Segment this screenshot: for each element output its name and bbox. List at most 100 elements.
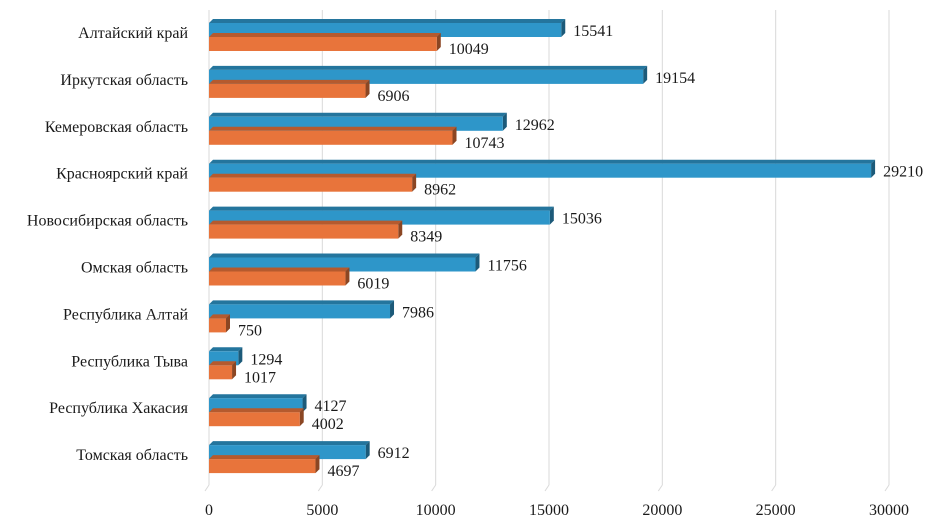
x-tick-label: 25000 (756, 502, 796, 519)
value-label-series-1: 12962 (515, 117, 555, 134)
bar-top-series-2 (209, 173, 417, 178)
bar-top-series-1 (209, 159, 876, 164)
value-label-series-1: 29210 (883, 164, 923, 181)
bar-side-series-1 (365, 441, 370, 460)
bar-side-series-2 (365, 79, 370, 98)
x-tick-label: 10000 (416, 502, 456, 519)
bar-side-series-2 (412, 173, 417, 192)
value-label-series-2: 8349 (410, 229, 442, 246)
gridline-foot-15000 (544, 484, 550, 492)
bar-top-series-1 (209, 65, 648, 70)
value-label-series-1: 7986 (402, 304, 434, 321)
bar-side-series-2 (299, 408, 304, 427)
x-axis-tick-labels: 0 5000 10000 15000 20000 25000 30000 (205, 502, 909, 519)
category-label: Республика Алтай (63, 306, 188, 323)
category-label: Кемеровская область (45, 119, 188, 136)
x-tick-label: 15000 (529, 502, 569, 519)
bar-series-2 (209, 37, 437, 51)
bar-top-series-2 (209, 361, 237, 366)
gridline-foot-20000 (657, 484, 663, 492)
bar-top-series-2 (209, 314, 230, 319)
gridline-foot-30000 (884, 484, 890, 492)
bar-series-2 (209, 224, 399, 239)
bar-side-series-1 (475, 253, 480, 272)
bar-side-series-2 (232, 361, 237, 380)
bar-series-2 (209, 412, 300, 427)
bar-top-series-1 (209, 112, 507, 117)
bar-top-series-1 (209, 394, 307, 399)
value-label-series-2: 4697 (327, 463, 359, 480)
bar-top-series-1 (209, 206, 554, 211)
category-label: Красноярский край (56, 166, 188, 183)
category-label: Республика Тыва (71, 353, 188, 370)
bar-side-series-2 (226, 314, 230, 333)
bar-side-series-1 (561, 19, 566, 37)
x-tick-label: 20000 (642, 502, 682, 519)
bar-side-series-2 (436, 33, 441, 51)
bar-top-series-2 (209, 33, 441, 37)
x-tick-label: 30000 (869, 502, 909, 519)
value-label-series-2: 750 (238, 322, 262, 339)
bar-series-2 (209, 177, 413, 192)
bar-side-series-1 (238, 347, 243, 366)
bar-top-series-2 (209, 408, 304, 413)
bar-side-series-1 (871, 159, 876, 178)
value-label-series-1: 6912 (378, 445, 410, 462)
value-label-series-1: 11756 (487, 258, 526, 275)
bar-series-2 (209, 83, 366, 98)
bar-top-series-1 (209, 253, 480, 258)
bar-series-2 (209, 271, 346, 286)
bar-top-series-2 (209, 126, 457, 131)
category-label: Иркутская область (60, 72, 188, 89)
bar-side-series-1 (302, 394, 307, 413)
bar-top-series-1 (209, 347, 243, 352)
bar-side-series-2 (345, 267, 350, 286)
bar-side-series-1 (643, 65, 648, 84)
category-label: Омская область (81, 260, 188, 277)
value-label-series-2: 6019 (357, 276, 389, 293)
bar-top-series-2 (209, 455, 320, 460)
x-tick-label: 0 (205, 502, 213, 519)
bar-side-series-1 (390, 300, 395, 319)
bar-series-2 (209, 130, 453, 145)
value-label-series-2: 10049 (449, 41, 489, 58)
value-label-series-2: 8962 (424, 182, 456, 199)
category-label: Новосибирская область (27, 213, 188, 230)
gridline-foot-0 (204, 484, 210, 492)
x-tick-label: 5000 (306, 502, 338, 519)
bar-side-series-2 (315, 455, 320, 474)
value-label-series-1: 15036 (562, 211, 602, 228)
bar-top-series-2 (209, 79, 370, 84)
category-label: Алтайский край (78, 25, 188, 42)
bar-side-series-2 (452, 126, 457, 145)
bar-series-2 (209, 365, 233, 380)
gridline-foot-25000 (771, 484, 777, 492)
bar-top-series-1 (209, 300, 395, 305)
bar-side-series-1 (549, 206, 554, 225)
value-label-series-1: 1294 (250, 351, 282, 368)
bar-top-series-1 (209, 19, 566, 23)
bars (209, 19, 876, 474)
bar-series-2 (209, 459, 316, 474)
value-label-series-1: 15541 (573, 23, 613, 40)
bar-series-2 (209, 318, 226, 333)
value-label-series-2: 6906 (378, 88, 410, 105)
bar-side-series-1 (502, 112, 507, 131)
category-labels: Алтайский край Иркутская область Кемеровск… (27, 25, 189, 464)
bar-side-series-2 (398, 220, 403, 239)
value-label-series-2: 1017 (244, 369, 276, 386)
gridline-foot-10000 (431, 484, 437, 492)
bar-top-series-2 (209, 220, 403, 225)
value-label-series-1: 19154 (655, 70, 695, 87)
category-label: Томская область (76, 447, 188, 464)
value-label-series-1: 4127 (315, 398, 347, 415)
value-labels: 15541 10049 19154 6906 12962 10743 29210 8962 15… (238, 23, 923, 480)
value-label-series-2: 4002 (312, 416, 344, 433)
bar-top-series-1 (209, 441, 370, 446)
gridline-foot-5000 (317, 484, 323, 492)
bar-series-1 (209, 304, 391, 319)
value-label-series-2: 10743 (465, 135, 505, 152)
bar-top-series-2 (209, 267, 350, 272)
category-label: Республика Хакасия (49, 400, 189, 417)
